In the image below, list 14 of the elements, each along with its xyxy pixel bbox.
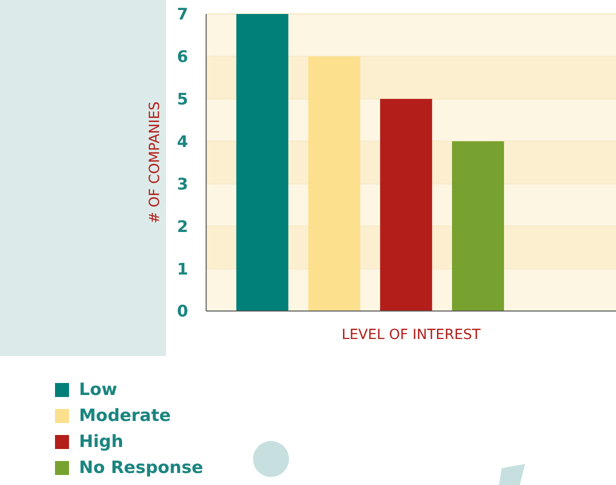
- y-tick-label: 5: [177, 90, 188, 109]
- legend-label: No Response: [79, 457, 204, 479]
- y-tick-label: 4: [177, 132, 188, 151]
- y-tick-label: 1: [177, 259, 188, 278]
- y-tick-label: 6: [177, 47, 188, 66]
- x-axis-title: LEVEL OF INTEREST: [342, 326, 481, 343]
- y-tick-label: 3: [177, 174, 188, 194]
- y-tick-label: 0: [177, 302, 188, 321]
- y-axis-title: # OF COMPANIES: [147, 101, 164, 224]
- legend-label: High: [79, 431, 124, 453]
- legend-label: Low: [79, 379, 118, 401]
- legend-label: Moderate: [79, 405, 171, 427]
- y-tick-label: 2: [177, 216, 188, 236]
- y-tick-label: 7: [177, 4, 188, 24]
